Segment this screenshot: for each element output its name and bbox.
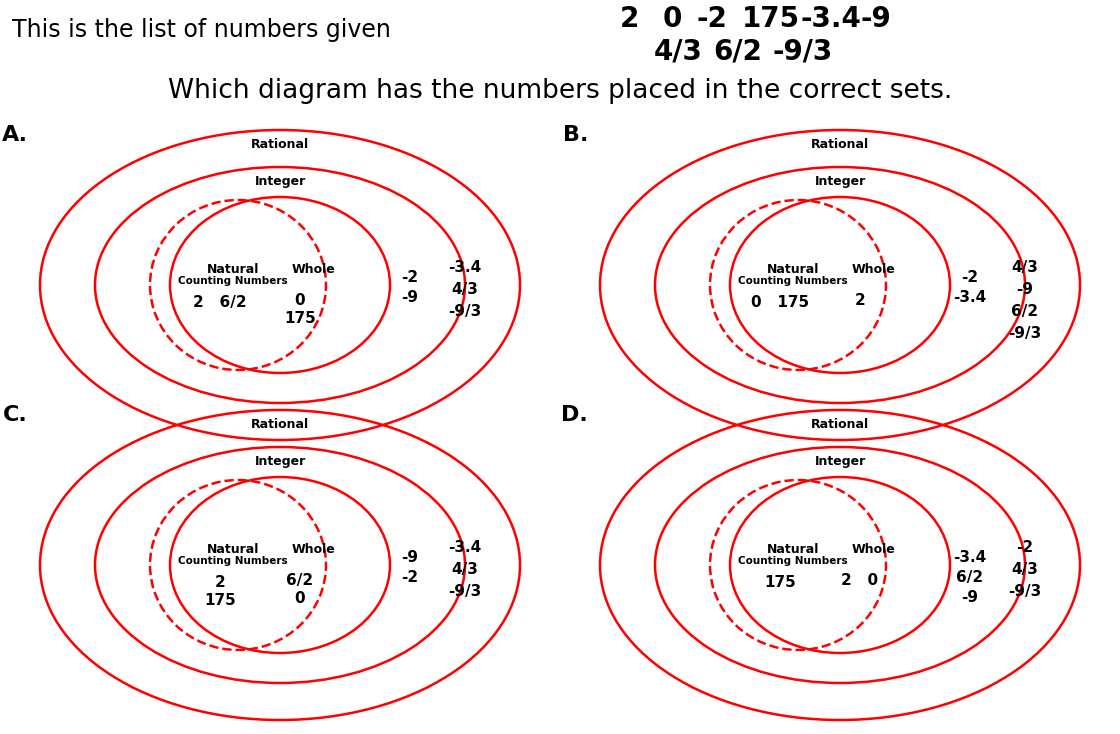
Text: -3.4: -3.4 (448, 540, 482, 555)
Text: 2: 2 (855, 293, 866, 308)
Text: -9/3: -9/3 (772, 38, 832, 66)
Text: Counting Numbers: Counting Numbers (178, 556, 288, 566)
Text: 175: 175 (764, 575, 796, 590)
Text: 0: 0 (295, 591, 306, 606)
Text: -9/3: -9/3 (1008, 326, 1042, 341)
Text: -3.4: -3.4 (953, 290, 987, 305)
Text: 6/2: 6/2 (956, 570, 983, 585)
Text: Integer: Integer (254, 455, 306, 468)
Text: 2: 2 (215, 575, 225, 590)
Text: 0: 0 (663, 5, 682, 33)
Text: Rational: Rational (251, 418, 309, 431)
Text: Natural: Natural (767, 263, 819, 276)
Text: -3.4: -3.4 (448, 260, 482, 275)
Text: 0   175: 0 175 (750, 295, 809, 310)
Text: Integer: Integer (814, 175, 866, 188)
Text: -9: -9 (1017, 282, 1034, 297)
Text: 4/3: 4/3 (451, 282, 478, 297)
Text: 6/2: 6/2 (287, 573, 314, 588)
Text: -9: -9 (961, 590, 979, 605)
Text: Whole: Whole (852, 263, 896, 276)
Text: Whole: Whole (292, 543, 336, 556)
Text: Counting Numbers: Counting Numbers (738, 556, 848, 566)
Text: Rational: Rational (251, 138, 309, 151)
Text: -9: -9 (401, 550, 419, 565)
Text: -3.4: -3.4 (800, 5, 861, 33)
Text: 4/3: 4/3 (654, 38, 703, 66)
Text: Integer: Integer (814, 455, 866, 468)
Text: 175: 175 (284, 311, 316, 326)
Text: -9/3: -9/3 (448, 584, 482, 599)
Text: -9/3: -9/3 (448, 304, 482, 319)
Text: Natural: Natural (207, 263, 259, 276)
Text: This is the list of numbers given: This is the list of numbers given (12, 18, 391, 42)
Text: -2: -2 (961, 270, 979, 285)
Text: -9/3: -9/3 (1008, 584, 1042, 599)
Text: B.: B. (562, 125, 588, 145)
Text: -9: -9 (401, 290, 419, 305)
Text: 0: 0 (295, 293, 306, 308)
Text: 2: 2 (620, 5, 640, 33)
Text: -2: -2 (401, 570, 419, 585)
Text: -2: -2 (1017, 540, 1034, 555)
Text: A.: A. (2, 125, 28, 145)
Text: 4/3: 4/3 (451, 562, 478, 577)
Text: Which diagram has the numbers placed in the correct sets.: Which diagram has the numbers placed in … (168, 78, 952, 104)
Text: Whole: Whole (292, 263, 336, 276)
Text: 4/3: 4/3 (1011, 260, 1038, 275)
Text: Natural: Natural (767, 543, 819, 556)
Text: 2   0: 2 0 (841, 573, 878, 588)
Text: Rational: Rational (811, 138, 869, 151)
Text: 175: 175 (204, 593, 236, 608)
Text: Counting Numbers: Counting Numbers (178, 276, 288, 286)
Text: Rational: Rational (811, 418, 869, 431)
Text: Whole: Whole (852, 543, 896, 556)
Text: -3.4: -3.4 (953, 550, 987, 565)
Text: C.: C. (3, 405, 28, 425)
Text: -2: -2 (697, 5, 728, 33)
Text: Natural: Natural (207, 543, 259, 556)
Text: 2   6/2: 2 6/2 (193, 295, 246, 310)
Text: -2: -2 (401, 270, 419, 285)
Text: Integer: Integer (254, 175, 306, 188)
Text: 4/3: 4/3 (1011, 562, 1038, 577)
Text: D.: D. (561, 405, 588, 425)
Text: 6/2: 6/2 (713, 38, 762, 66)
Text: -9: -9 (860, 5, 890, 33)
Text: Counting Numbers: Counting Numbers (738, 276, 848, 286)
Text: 175: 175 (741, 5, 800, 33)
Text: 6/2: 6/2 (1011, 304, 1038, 319)
